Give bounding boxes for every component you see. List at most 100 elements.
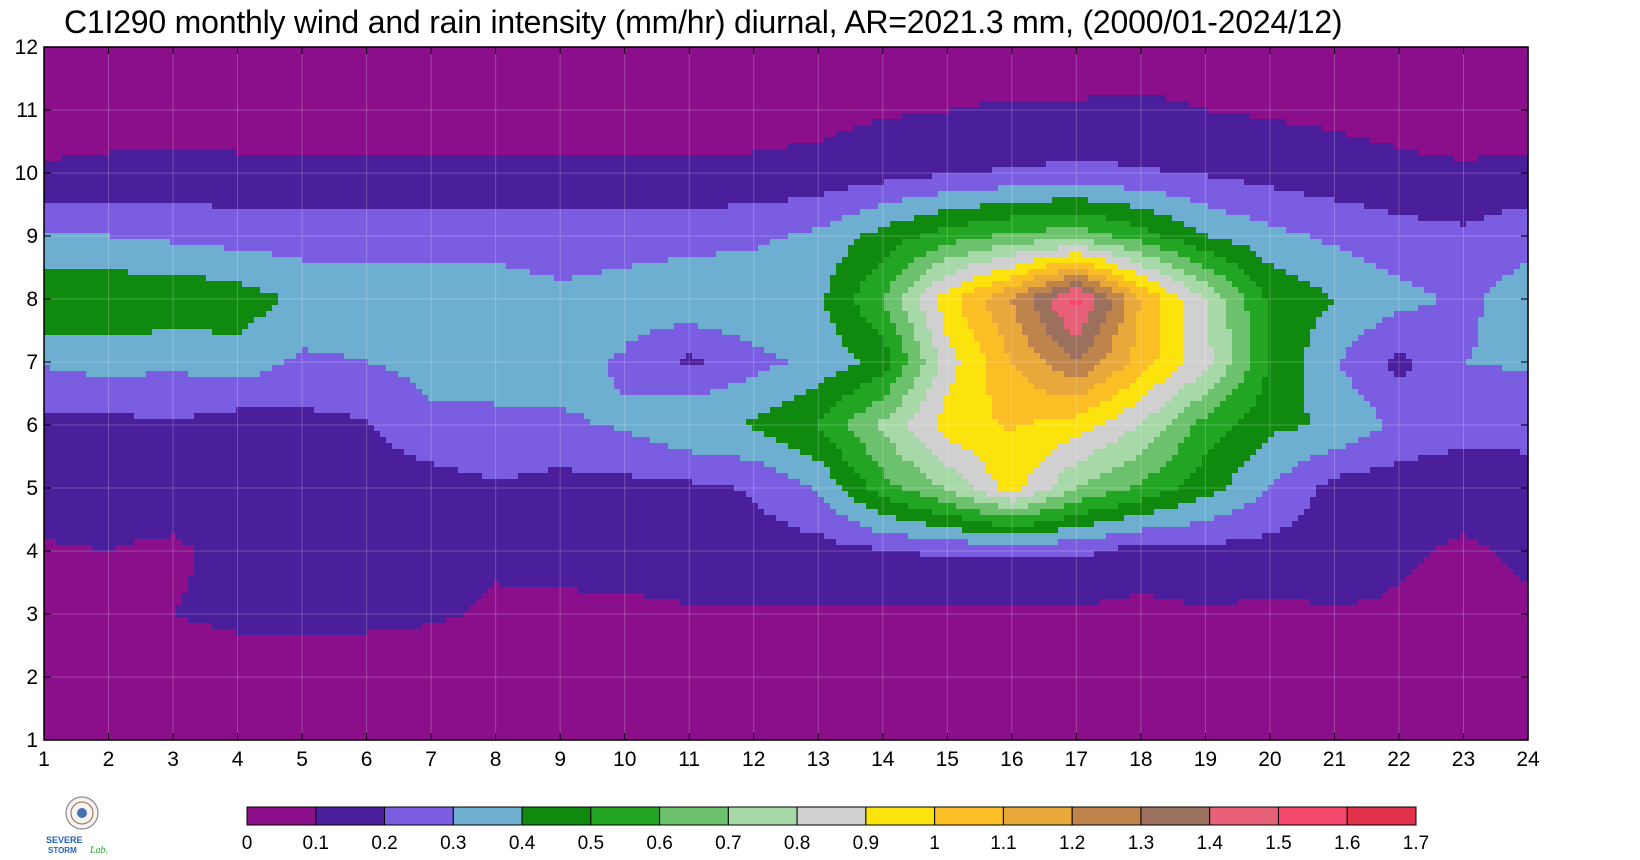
contour-cell [230,47,237,54]
contour-cell [182,59,189,66]
contour-cell [1016,47,1023,54]
contour-cell [134,47,141,54]
contour-cell [278,47,285,54]
contour-cell [164,53,171,60]
contour-cell [1046,65,1053,72]
contour-cell [422,65,429,72]
contour-cell [1376,53,1383,60]
contour-cell [1304,53,1311,60]
contour-cell [1502,65,1509,72]
contour-cell [80,47,87,54]
contour-cell [1130,65,1137,72]
contour-cell [104,53,111,60]
contour-cell [1220,59,1227,66]
contour-cell [734,47,741,54]
contour-cell [710,65,717,72]
contour-cell [800,59,807,66]
contour-cell [1256,65,1263,72]
contour-cell [566,59,573,66]
contour-cell [1304,65,1311,72]
contour-cell [662,53,669,60]
contour-cell [1154,65,1161,72]
contour-cell [1160,59,1167,66]
contour-cell [1370,47,1377,54]
contour-cell [1052,59,1059,66]
contour-cell [1400,65,1407,72]
contour-cell [1472,53,1479,60]
contour-cell [1124,47,1131,54]
contour-cell [1010,59,1017,66]
contour-cell [254,59,261,66]
contour-cell [506,65,513,72]
contour-cell [1412,65,1419,72]
contour-cell [782,65,789,72]
contour-cell [146,65,153,72]
contour-cell [854,47,861,54]
contour-cell [332,47,339,54]
contour-cell [362,47,369,54]
contour-cell [1250,47,1257,54]
contour-cell [974,59,981,66]
contour-cell [1172,65,1179,72]
contour-cell [854,53,861,60]
contour-cell [464,65,471,72]
contour-cell [374,59,381,66]
contour-cell [602,53,609,60]
contour-cell [416,65,423,72]
contour-cell [476,53,483,60]
contour-cell [314,53,321,60]
contour-cell [566,65,573,72]
contour-cell [1046,53,1053,60]
contour-cell [668,53,675,60]
contour-cell [80,59,87,66]
contour-cell [308,65,315,72]
contour-cell [764,47,771,54]
contour-cell [266,53,273,60]
contour-cell [104,47,111,54]
contour-cell [500,53,507,60]
contour-cell [1430,53,1437,60]
contour-cell [206,47,213,54]
contour-cell [788,65,795,72]
contour-cell [242,59,249,66]
contour-cell [344,59,351,66]
contour-cell [1370,59,1377,66]
contour-cell [710,53,717,60]
contour-cell [668,65,675,72]
contour-cell [1058,59,1065,66]
contour-cell [98,53,105,60]
contour-cell [806,53,813,60]
contour-cell [218,59,225,66]
contour-cell [350,53,357,60]
contour-cell [890,47,897,54]
contour-cell [1298,65,1305,72]
contour-cell [986,47,993,54]
contour-cell [1268,59,1275,66]
contour-cell [326,59,333,66]
contour-cell [482,53,489,60]
contour-cell [392,65,399,72]
contour-cell [200,53,207,60]
contour-cell [848,59,855,66]
contour-cell [1442,65,1449,72]
contour-cell [368,65,375,72]
contour-cell [842,53,849,60]
contour-cell [758,65,765,72]
contour-cell [56,47,63,54]
contour-cell [1430,65,1437,72]
contour-cell [452,59,459,66]
contour-cell [1226,53,1233,60]
contour-cell [812,65,819,72]
contour-cell [644,65,651,72]
contour-cell [626,59,633,66]
contour-cell [1262,53,1269,60]
contour-cell [92,71,99,78]
contour-cell [968,47,975,54]
contour-cell [1364,53,1371,60]
contour-cell [890,65,897,72]
contour-cell [218,65,225,72]
contour-cell [308,53,315,60]
contour-cell [776,53,783,60]
contour-cell [818,53,825,60]
contour-cell [1502,53,1509,60]
